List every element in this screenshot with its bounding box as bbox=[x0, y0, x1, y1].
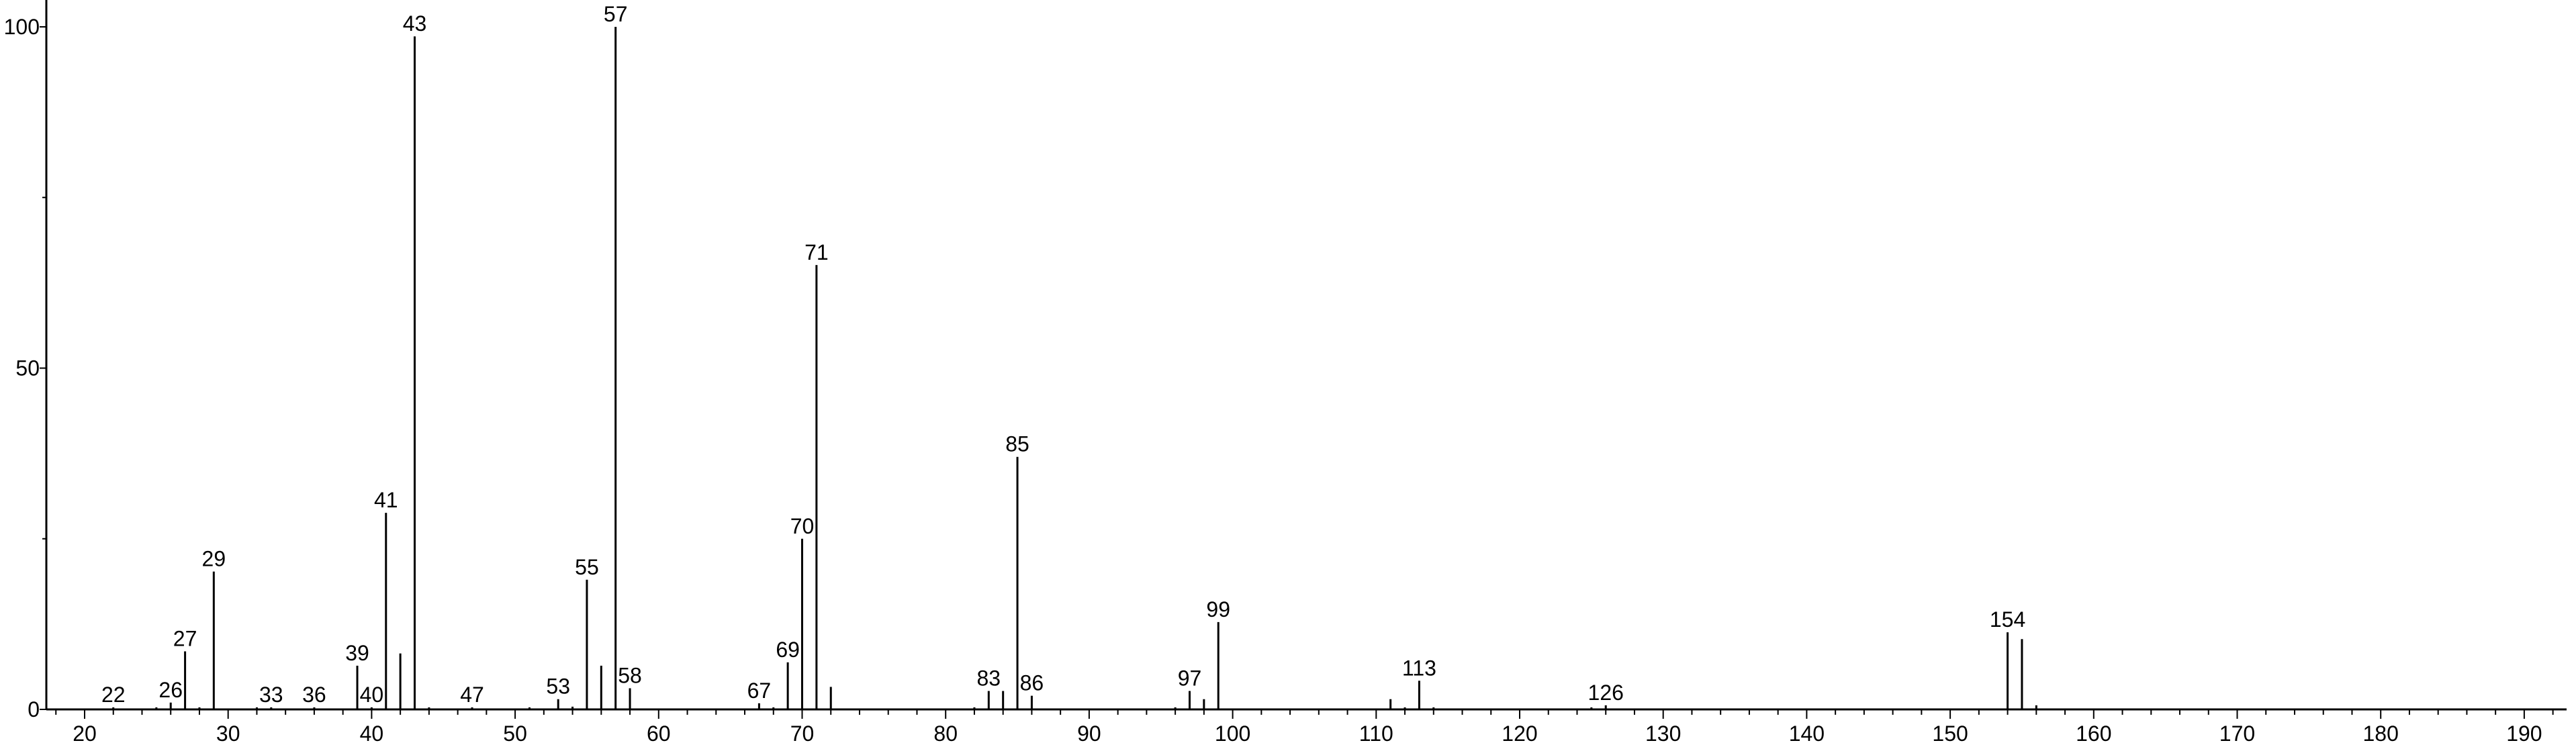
peak-label: 39 bbox=[345, 641, 369, 665]
x-tick-label: 50 bbox=[503, 721, 527, 746]
x-tick-label: 130 bbox=[1645, 721, 1681, 746]
y-tick-label: 100 bbox=[4, 15, 40, 39]
x-tick-label: 20 bbox=[73, 721, 97, 746]
peak-label: 154 bbox=[1990, 607, 2025, 632]
x-tick-label: 170 bbox=[2219, 721, 2255, 746]
peak-label: 70 bbox=[790, 514, 815, 538]
peak-label: 99 bbox=[1206, 597, 1230, 621]
peak-label: 69 bbox=[776, 638, 800, 662]
y-tick-label: 50 bbox=[15, 356, 40, 381]
peak-label: 86 bbox=[1020, 671, 1044, 695]
x-tick-label: 180 bbox=[2363, 721, 2399, 746]
peak-label: 27 bbox=[173, 627, 197, 651]
axes: 20 30 40 50 60 70 80 90 100 110 120 130 140 150 160 170… bbox=[4, 0, 2567, 746]
x-tick-label: 120 bbox=[1502, 721, 1537, 746]
x-tick-label: 30 bbox=[216, 721, 240, 746]
x-tick-label: 70 bbox=[790, 721, 815, 746]
peak-label: 41 bbox=[374, 488, 398, 512]
peak-label: 83 bbox=[977, 666, 1001, 691]
peak-label: 29 bbox=[202, 547, 226, 571]
x-tick-label: 190 bbox=[2506, 721, 2542, 746]
peak-label: 126 bbox=[1588, 681, 1624, 705]
peak-label: 55 bbox=[575, 555, 599, 579]
x-tick-label: 100 bbox=[1215, 721, 1250, 746]
x-tick-label: 60 bbox=[647, 721, 671, 746]
peak-label: 97 bbox=[1178, 666, 1202, 691]
peak-label: 26 bbox=[158, 678, 183, 702]
peak-label: 40 bbox=[360, 683, 384, 707]
x-tick-label: 110 bbox=[1359, 721, 1393, 746]
x-tick-label: 150 bbox=[1932, 721, 1968, 746]
x-tick-label: 140 bbox=[1789, 721, 1825, 746]
peak-label: 71 bbox=[804, 240, 829, 264]
peaks bbox=[112, 27, 2037, 709]
x-tick-label: 160 bbox=[2076, 721, 2111, 746]
x-tick-label: 80 bbox=[933, 721, 958, 746]
peak-label: 36 bbox=[302, 683, 326, 707]
peak-label: 43 bbox=[403, 11, 427, 36]
peak-label: 22 bbox=[101, 683, 126, 707]
peak-label: 47 bbox=[460, 683, 484, 707]
peak-label: 58 bbox=[618, 663, 642, 687]
peak-label: 85 bbox=[1005, 432, 1029, 456]
peak-label: 53 bbox=[546, 675, 570, 699]
peak-label: 113 bbox=[1402, 656, 1436, 680]
peak-label: 57 bbox=[604, 2, 628, 26]
peak-label: 33 bbox=[259, 683, 283, 707]
x-tick-label: 90 bbox=[1077, 721, 1101, 746]
y-tick-label: 0 bbox=[28, 697, 40, 721]
peak-label: 67 bbox=[747, 679, 772, 703]
x-tick-label: 40 bbox=[360, 721, 384, 746]
